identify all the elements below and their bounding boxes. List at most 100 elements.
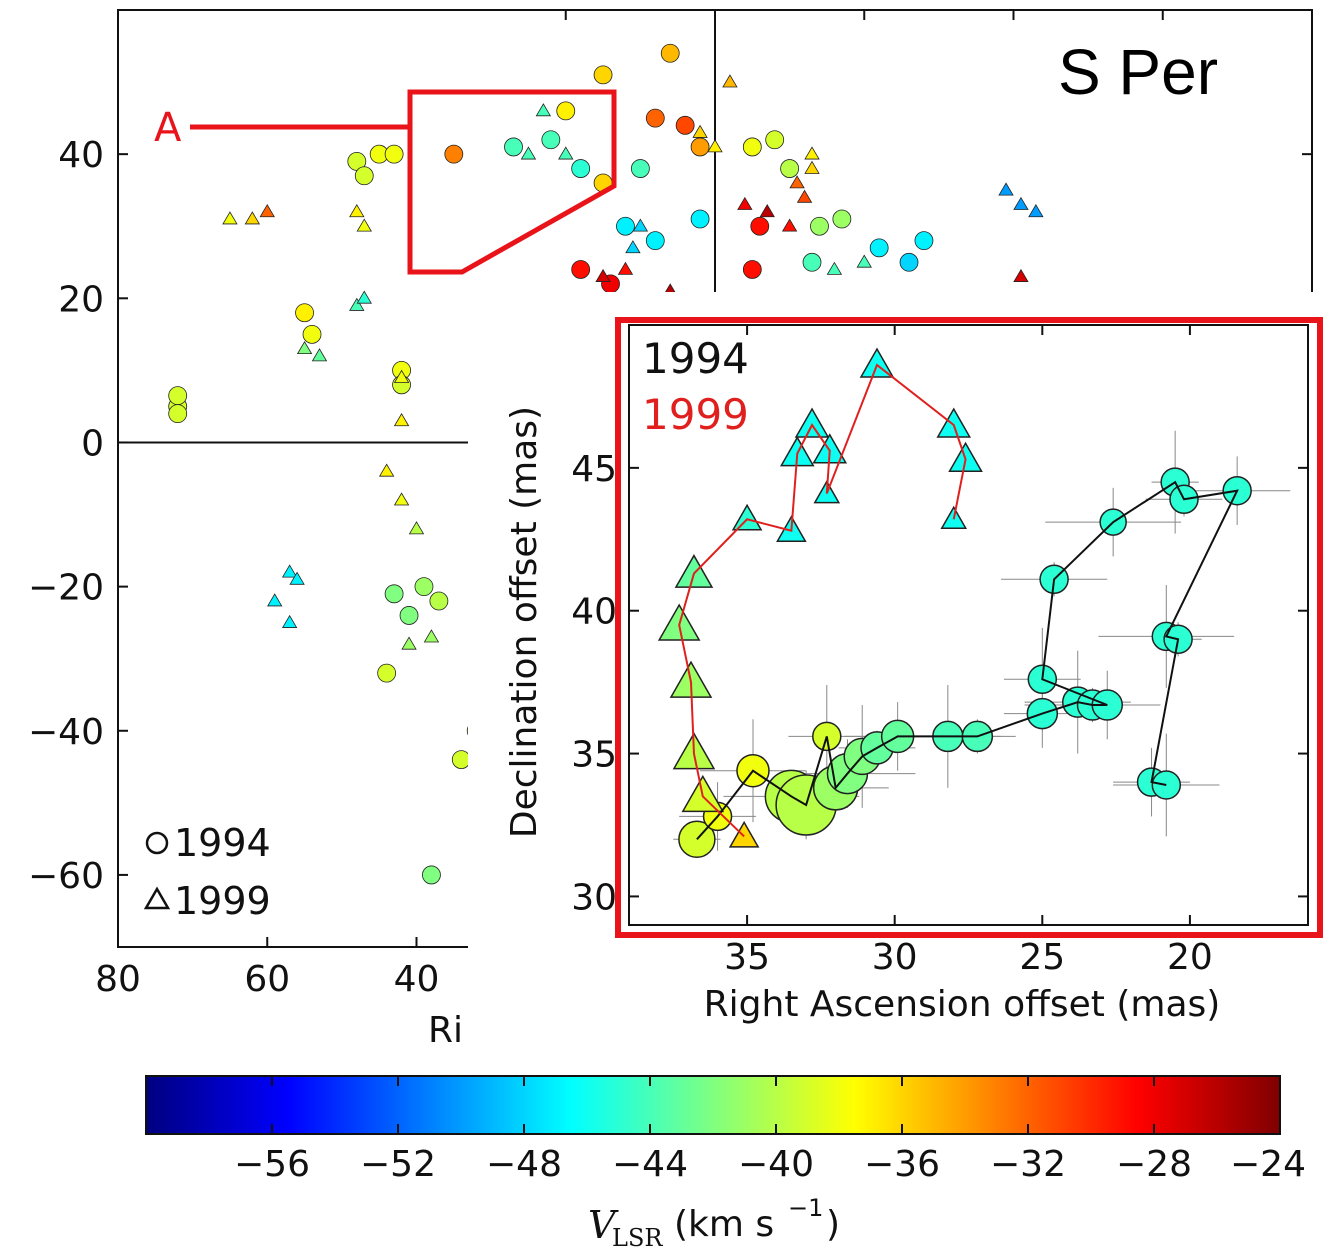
main-point-1999 [558,146,574,160]
inset-point-1999 [794,407,830,438]
colorbar-tick-label: −36 [864,1144,940,1185]
main-point-1994 [690,209,710,229]
inset-highlight-frame [615,317,1323,938]
main-point-1994 [377,663,397,683]
inset-y-tick-label: 40 [571,592,617,633]
inset-point-1999 [731,503,763,531]
main-point-1999 [804,160,820,174]
inset-y-tick-label: 35 [571,735,617,776]
main-point-1999 [222,211,238,225]
main-point-1994 [593,65,613,85]
region-a-label: A [154,105,182,151]
main-point-1999 [707,139,723,153]
figure-title: S Per [1058,36,1218,108]
main-point-1999 [267,593,283,607]
main-point-1999 [393,492,410,506]
main-point-1994 [914,231,934,251]
main-axis-ticks: 40 20 0 −20 −40 −60 80 60 40 [28,10,1313,1000]
main-point-1999 [692,124,708,138]
main-point-1994 [414,577,434,597]
main-y-tick-label: −20 [28,568,104,609]
colorbar-tick-label: −44 [612,1144,688,1185]
main-point-1999 [281,614,298,628]
colorbar-tick-label: −24 [1230,1144,1306,1185]
main-point-1994 [504,137,523,157]
region-a-outline [407,89,617,275]
inset-y-tick-label: 45 [571,449,617,490]
inset-legend-1999: 1999 [642,390,749,439]
inset-point-1999 [728,820,760,848]
colorbar-tick-label: −32 [990,1144,1066,1185]
main-point-1999 [796,189,813,203]
inset-trail-1999 [678,363,967,838]
main-point-1994 [571,159,591,178]
main-point-1999 [1013,268,1029,282]
main-point-1994 [810,216,829,236]
inset-scatter-panel: 35 30 25 20 45 40 35 30 1994 1999 Right Ascensi… [504,317,1323,1025]
main-point-1999 [393,369,410,383]
main-point-1999 [1028,204,1044,218]
main-point-1994 [675,115,695,135]
main-point-1994 [645,108,665,128]
main-point-1994 [354,166,374,186]
main-point-1999 [1013,196,1029,210]
main-point-1999 [632,218,649,232]
colorbar-tick-label: −56 [234,1144,310,1185]
inset-point-1999 [674,554,714,588]
main-x-axis-label: Ri [428,1010,463,1051]
inset-x-tick-label: 30 [872,937,918,978]
main-point-1994 [571,260,591,279]
main-x-tick-label: 40 [394,959,440,1000]
main-point-1999 [356,290,372,304]
main-legend: 1994 1999 [143,821,271,923]
colorbar-gradient [145,1075,1281,1135]
main-point-1999 [378,463,395,477]
main-point-1994 [422,865,441,885]
main-point-1994 [802,252,822,272]
main-point-1999 [595,268,611,282]
main-point-1994 [780,159,800,178]
main-y-tick-label: −40 [28,712,104,753]
main-point-1994 [616,216,635,236]
main-point-1994 [660,43,680,63]
main-point-1994 [742,260,762,279]
main-point-1999 [789,175,805,189]
main-point-1999 [281,564,298,578]
main-point-1999 [311,348,328,362]
main-point-1994 [168,404,188,424]
main-point-1999 [423,629,440,643]
main-point-1999 [289,571,305,585]
main-point-1994 [742,137,762,157]
colorbar-tick-label: −52 [360,1144,436,1185]
main-point-1999 [998,182,1014,196]
colorbar-label-exp: −1 [788,1194,823,1222]
inset-y-tick-label: 30 [571,877,617,918]
inset-x-axis-label: Right Ascension offset (mas) [704,984,1221,1025]
inset-x-tick-label: 20 [1167,937,1213,978]
main-point-1999 [737,196,753,210]
main-point-1994 [690,137,710,157]
main-point-1994 [869,238,889,258]
main-point-1999 [296,340,313,355]
main-x-tick-label: 60 [244,959,290,1000]
main-y-tick-label: 0 [81,423,104,464]
main-point-1999 [401,636,417,650]
main-point-1999 [393,413,410,427]
main-point-1999 [759,204,775,218]
main-x-tick-label: 80 [95,959,141,1000]
main-point-1999 [617,261,634,275]
main-point-1994 [765,130,785,150]
main-point-1994 [899,252,919,272]
main-point-1999 [520,146,537,160]
main-point-1994 [384,584,404,604]
inset-x-tick-label: 25 [1019,937,1065,978]
main-point-1994 [295,303,314,323]
main-point-1999 [781,218,798,232]
inset-trail-1994 [696,480,1239,840]
main-point-1999 [826,261,843,275]
main-point-1994 [444,144,464,164]
main-point-1994 [429,591,449,611]
main-point-1999 [349,297,365,311]
colorbar-label-v: V [588,1203,619,1247]
